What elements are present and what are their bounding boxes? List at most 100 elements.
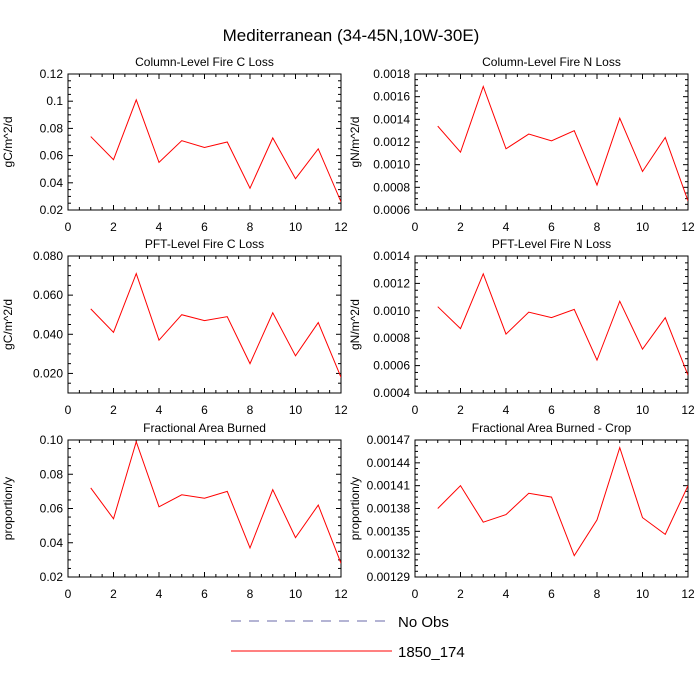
x-tick-label: 4 <box>156 587 163 601</box>
x-tick-label: 4 <box>503 220 510 234</box>
x-tick-label: 2 <box>110 220 117 234</box>
legend-label: No Obs <box>398 614 449 631</box>
x-tick-label: 4 <box>503 587 510 601</box>
x-tick-label: 6 <box>201 587 208 601</box>
x-tick-label: 0 <box>65 587 72 601</box>
x-tick-label: 2 <box>457 220 464 234</box>
series-line <box>90 272 341 378</box>
y-tick-label: 0.06 <box>40 502 64 516</box>
y-tick-label: 0.0010 <box>373 158 410 172</box>
series-line <box>437 272 688 376</box>
y-tick-label: 0.00144 <box>367 456 411 470</box>
x-tick-label: 6 <box>548 587 555 601</box>
x-tick-label: 2 <box>110 587 117 601</box>
x-tick-label: 12 <box>334 587 348 601</box>
x-tick-label: 6 <box>201 403 208 417</box>
y-tick-label: 0.040 <box>33 327 63 341</box>
y-tick-label: 0.0016 <box>373 90 410 104</box>
x-tick-label: 8 <box>247 403 254 417</box>
x-tick-label: 8 <box>247 220 254 234</box>
x-tick-label: 4 <box>156 403 163 417</box>
y-tick-label: 0.0014 <box>373 112 410 126</box>
y-tick-label: 0.00138 <box>367 502 411 516</box>
x-tick-label: 12 <box>681 403 695 417</box>
y-tick-label: 0.0012 <box>373 135 410 149</box>
panel-title: PFT-Level Fire C Loss <box>145 237 264 251</box>
y-tick-label: 0.0012 <box>373 276 410 290</box>
x-tick-label: 12 <box>334 220 348 234</box>
x-tick-label: 0 <box>65 220 72 234</box>
y-tick-label: 0.0014 <box>373 249 410 263</box>
x-tick-label: 10 <box>636 403 650 417</box>
y-tick-label: 0.04 <box>40 176 64 190</box>
x-tick-label: 0 <box>412 220 419 234</box>
y-tick-label: 0.0004 <box>373 386 410 400</box>
y-tick-label: 0.0006 <box>373 359 410 373</box>
y-axis-label: gN/m^2/d <box>348 117 362 168</box>
y-tick-label: 0.08 <box>40 467 64 481</box>
chart-panel: 0 2 4 6 8 10 12 0.00129 0.00132 0.00135 0.00138 0.0… <box>348 421 695 601</box>
panel-title: PFT-Level Fire N Loss <box>492 237 611 251</box>
x-tick-label: 12 <box>681 220 695 234</box>
x-tick-label: 10 <box>289 587 303 601</box>
y-axis-label: proportion/y <box>348 477 362 540</box>
y-tick-label: 0.12 <box>40 67 64 81</box>
chart-panel: 0 2 4 6 8 10 12 0.0006 0.0008 0.0010 0.0012 0.0014 0… <box>348 55 695 234</box>
y-tick-label: 0.0006 <box>373 203 410 217</box>
x-tick-label: 0 <box>412 403 419 417</box>
x-tick-label: 10 <box>289 403 303 417</box>
x-tick-label: 6 <box>201 220 208 234</box>
x-tick-label: 10 <box>289 220 303 234</box>
y-tick-label: 0.020 <box>33 366 63 380</box>
series-line <box>90 440 341 564</box>
y-tick-label: 0.00141 <box>367 479 411 493</box>
y-tick-label: 0.06 <box>40 149 64 163</box>
y-axis-label: proportion/y <box>1 477 15 540</box>
panel-title: Fractional Area Burned <box>143 421 266 435</box>
x-tick-label: 2 <box>110 403 117 417</box>
x-tick-label: 4 <box>156 220 163 234</box>
y-tick-label: 0.02 <box>40 203 64 217</box>
y-tick-label: 0.08 <box>40 121 64 135</box>
y-tick-label: 0.080 <box>33 249 63 263</box>
x-tick-label: 0 <box>412 587 419 601</box>
x-tick-label: 0 <box>65 403 72 417</box>
x-tick-label: 12 <box>334 403 348 417</box>
y-tick-label: 0.04 <box>40 536 64 550</box>
x-tick-label: 8 <box>594 220 601 234</box>
x-tick-label: 12 <box>681 587 695 601</box>
chart-panel: 0 2 4 6 8 10 12 0.02 0.04 0.06 0.08 0.1 0.12 Column-L… <box>1 55 348 234</box>
y-tick-label: 0.060 <box>33 288 63 302</box>
y-tick-label: 0.0018 <box>373 67 410 81</box>
y-tick-label: 0.00147 <box>367 433 411 447</box>
x-tick-label: 10 <box>636 587 650 601</box>
panels: 0 2 4 6 8 10 12 0.02 0.04 0.06 0.08 0.1 0.12 Column-L… <box>1 55 695 601</box>
series-line <box>437 445 688 557</box>
x-tick-label: 6 <box>548 220 555 234</box>
x-tick-label: 8 <box>247 587 254 601</box>
y-tick-label: 0.00132 <box>367 547 411 561</box>
y-tick-label: 0.02 <box>40 570 64 584</box>
series-line <box>90 98 341 203</box>
y-tick-label: 0.00129 <box>367 570 411 584</box>
legend-label: 1850_174 <box>398 644 465 661</box>
x-tick-label: 8 <box>594 403 601 417</box>
y-tick-label: 0.10 <box>40 433 64 447</box>
y-axis-label: gC/m^2/d <box>1 117 15 168</box>
y-tick-label: 0.0010 <box>373 304 410 318</box>
legend: No Obs 1850_174 <box>231 614 465 661</box>
y-tick-label: 0.0008 <box>373 331 410 345</box>
chart-panel: 0 2 4 6 8 10 12 0.02 0.04 0.06 0.08 0.10 Fractional … <box>1 421 348 601</box>
x-tick-label: 8 <box>594 587 601 601</box>
y-axis-label: gN/m^2/d <box>348 299 362 350</box>
x-tick-label: 2 <box>457 403 464 417</box>
figure-title: Mediterranean (34-45N,10W-30E) <box>223 26 480 45</box>
x-tick-label: 4 <box>503 403 510 417</box>
chart-panel: 0 2 4 6 8 10 12 0.0004 0.0006 0.0008 0.0010 0.0012 0… <box>348 237 695 417</box>
x-tick-label: 10 <box>636 220 650 234</box>
y-axis-label: gC/m^2/d <box>1 299 15 350</box>
panel-title: Column-Level Fire N Loss <box>482 55 621 69</box>
series-line <box>437 84 688 202</box>
